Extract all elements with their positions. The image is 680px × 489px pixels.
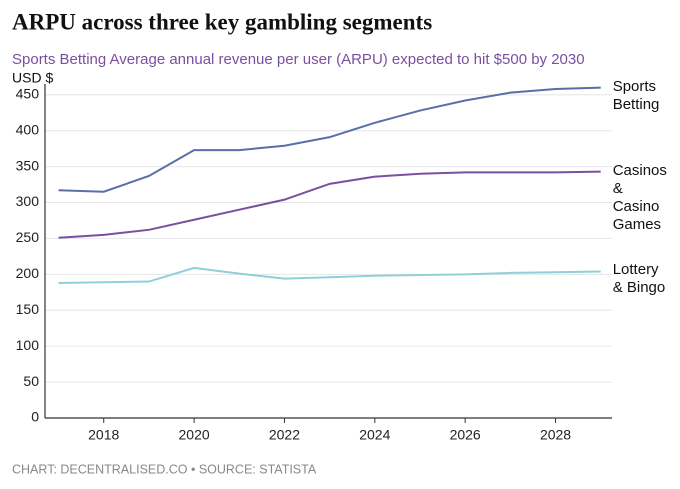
series-line bbox=[58, 170, 601, 239]
y-tick-label: 200 bbox=[16, 265, 40, 281]
series-label: Sports Betting bbox=[612, 77, 660, 113]
x-tick-label: 2020 bbox=[179, 427, 210, 443]
series-line bbox=[58, 86, 601, 193]
y-axis-label: USD $ bbox=[12, 70, 53, 86]
series-line bbox=[58, 266, 601, 284]
chart-subtitle: Sports Betting Average annual revenue pe… bbox=[12, 51, 585, 68]
x-tick-label: 2026 bbox=[450, 427, 481, 443]
series-label: Lottery & Bingo bbox=[612, 261, 666, 297]
x-tick-label: 2018 bbox=[88, 427, 119, 443]
series-label: Casinos & Casino Games bbox=[612, 161, 667, 233]
y-tick-label: 300 bbox=[16, 193, 40, 209]
chart-title: ARPU across three key gambling segments bbox=[12, 9, 432, 34]
y-tick-label: 250 bbox=[16, 229, 40, 245]
footer: CHART: DECENTRALISED.CO • SOURCE: STATIS… bbox=[12, 462, 317, 476]
y-tick-label: 450 bbox=[16, 85, 40, 101]
x-tick-label: 2024 bbox=[359, 427, 390, 443]
y-tick-label: 350 bbox=[16, 157, 40, 173]
y-tick-label: 400 bbox=[16, 121, 40, 137]
x-tick-label: 2028 bbox=[540, 427, 571, 443]
y-tick-label: 50 bbox=[23, 373, 39, 389]
y-tick-label: 0 bbox=[31, 409, 39, 425]
x-tick-label: 2022 bbox=[269, 427, 300, 443]
y-tick-label: 150 bbox=[16, 301, 40, 317]
y-tick-label: 100 bbox=[16, 337, 40, 353]
